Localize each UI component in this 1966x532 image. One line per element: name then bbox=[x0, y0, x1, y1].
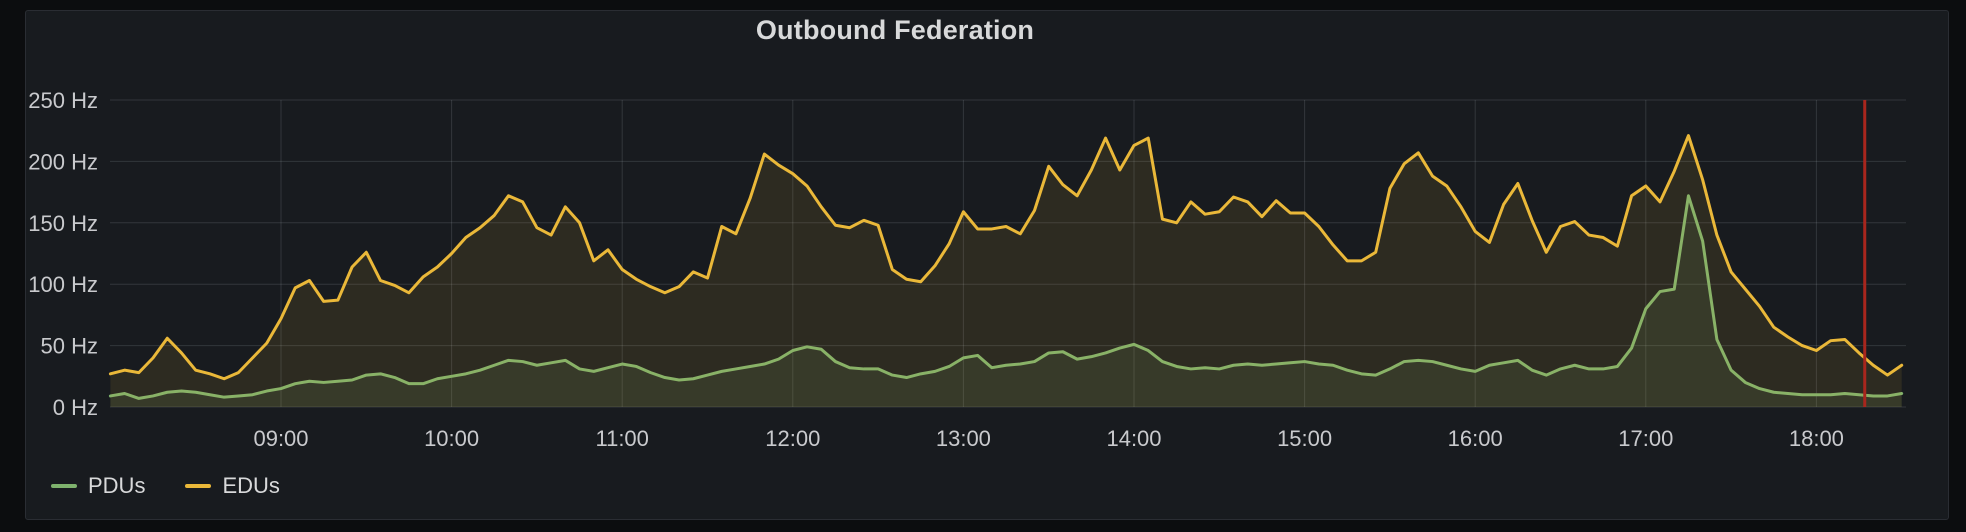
x-axis-labels: 09:00 10:00 11:00 12:00 13:00 14:00 15:00 16:00… bbox=[253, 426, 1843, 451]
edus-series-line bbox=[108, 134, 1904, 381]
svg-text:09:00: 09:00 bbox=[253, 426, 308, 451]
svg-text:200 Hz: 200 Hz bbox=[28, 149, 98, 174]
svg-text:100 Hz: 100 Hz bbox=[28, 272, 98, 297]
legend-item-edus[interactable]: EDUs bbox=[185, 473, 280, 499]
legend-item-pdus[interactable]: PDUs bbox=[51, 473, 145, 499]
svg-text:18:00: 18:00 bbox=[1789, 426, 1844, 451]
legend: PDUs EDUs bbox=[51, 473, 280, 499]
svg-text:250 Hz: 250 Hz bbox=[28, 88, 98, 113]
legend-label-edus: EDUs bbox=[222, 473, 280, 498]
svg-text:16:00: 16:00 bbox=[1448, 426, 1503, 451]
svg-text:15:00: 15:00 bbox=[1277, 426, 1332, 451]
edus-series-dash-icon bbox=[185, 484, 212, 488]
pdus-series-dash-icon bbox=[51, 484, 77, 488]
svg-text:12:00: 12:00 bbox=[765, 426, 820, 451]
svg-text:14:00: 14:00 bbox=[1106, 426, 1161, 451]
graph-panel bbox=[25, 10, 1949, 520]
legend-label-pdus: PDUs bbox=[88, 473, 146, 498]
grid-lines bbox=[110, 99, 1906, 408]
svg-text:50 Hz: 50 Hz bbox=[41, 334, 98, 359]
y-axis-labels: 0 Hz 50 Hz 100 Hz 150 Hz 200 Hz 250 Hz bbox=[28, 88, 98, 420]
svg-text:0 Hz: 0 Hz bbox=[53, 395, 98, 420]
svg-text:17:00: 17:00 bbox=[1618, 426, 1673, 451]
panel-title[interactable]: Outbound Federation bbox=[755, 15, 1035, 45]
svg-text:13:00: 13:00 bbox=[936, 426, 991, 451]
svg-text:11:00: 11:00 bbox=[595, 426, 648, 451]
svg-text:10:00: 10:00 bbox=[424, 426, 479, 451]
pdus-series-line bbox=[108, 194, 1904, 400]
svg-text:150 Hz: 150 Hz bbox=[28, 211, 98, 236]
edus-area-fill bbox=[110, 135, 1902, 407]
